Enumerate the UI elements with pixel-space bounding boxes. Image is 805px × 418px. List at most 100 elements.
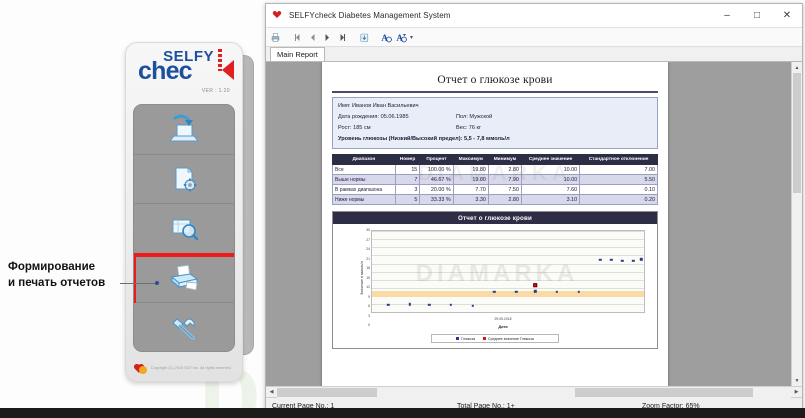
col-max: Максимум <box>452 153 489 166</box>
export-icon[interactable] <box>359 32 370 43</box>
cell-max: 3.30 <box>452 194 489 206</box>
chart-gridline <box>372 304 644 306</box>
table-row: Ниже нормы 5 33.33 % 3.30 2.80 3.10 0.20 <box>332 194 658 206</box>
logo-selfy-text: SELFY <box>163 48 214 65</box>
vertical-scroll-thumb[interactable] <box>793 73 801 193</box>
patient-name: Имя: Иванов Иван Васильевич <box>338 101 419 112</box>
patient-name-row: Имя: Иванов Иван Васильевич <box>338 101 653 112</box>
vertical-scroll-track[interactable] <box>792 73 802 375</box>
scroll-down-arrow-icon[interactable]: ▼ <box>792 375 802 386</box>
patient-weight-value: 76 кг <box>468 124 482 131</box>
cell-mean: 7.60 <box>520 184 581 196</box>
horizontal-scroll-thumb-secondary[interactable] <box>575 387 753 397</box>
cell-max: 19.80 <box>452 164 489 176</box>
statistics-table-body: Все 15 100.00 % 19.80 2.80 10.00 7.00 Вы… <box>332 164 658 206</box>
horizontal-scroll-thumb[interactable] <box>277 387 377 397</box>
chart-mean-point <box>533 283 537 287</box>
patient-weight-label: Вес: <box>456 124 468 131</box>
next-page-icon[interactable] <box>322 32 333 43</box>
last-page-icon[interactable] <box>337 32 348 43</box>
cell-number: 5 <box>394 194 421 206</box>
cell-range: Все <box>332 164 396 176</box>
svg-text:A: A <box>396 33 403 43</box>
window-titlebar: SELFYcheck Diabetes Management System – … <box>266 4 802 28</box>
legend-item-glucose: Глюкоза <box>456 337 475 341</box>
chart-legend: Глюкоза Среднее значение Глюкоза <box>431 334 559 344</box>
chart-data-point <box>387 303 390 306</box>
table-row: Все 15 100.00 % 19.80 2.80 10.00 7.00 <box>332 164 658 176</box>
chart-data-point <box>640 258 643 261</box>
print-icon[interactable] <box>270 32 281 43</box>
statistics-table: Диапазон Номер Процент Максимум Минимум … <box>332 153 658 206</box>
logo-red-triangle-icon <box>222 60 234 80</box>
cell-min: 7.90 <box>487 174 522 186</box>
legend-label-glucose: Глюкоза <box>461 336 475 341</box>
cell-number: 15 <box>394 164 421 176</box>
chart-plot-area <box>371 230 645 314</box>
chart-y-tick-label: 27 <box>366 237 370 242</box>
cell-range: Выше нормы <box>332 174 396 186</box>
logo-chec-text: chec <box>138 57 193 85</box>
chart-gridline <box>372 239 644 241</box>
sidebar-item-settings[interactable] <box>134 154 234 205</box>
sidebar-item-tools[interactable] <box>134 303 234 351</box>
chart-data-point <box>621 259 624 263</box>
patient-dob-sex-row: Дата рождения: 05.06.1985 Пол: Мужской <box>338 112 653 123</box>
copyright-block: Copyright (C) 2010 SGT Inc. All rights r… <box>133 358 235 378</box>
find-icon[interactable]: A <box>381 32 392 43</box>
report-page: DIAMARKA Отчет о глюкозе крови Имя: Иван… <box>322 62 668 386</box>
glucose-limits-text: Уровень глюкозы (Низкий/Высокий предел):… <box>338 135 510 142</box>
find-next-icon[interactable]: A <box>396 32 407 43</box>
previous-page-icon[interactable] <box>307 32 318 43</box>
legend-item-mean: Среднее значение Глюкоза <box>483 337 534 341</box>
tab-main-report[interactable]: Main Report <box>270 47 325 61</box>
copyright-text: Copyright (C) 2010 SGT Inc. All rights r… <box>151 365 232 370</box>
cell-percent: 20.00 % <box>419 184 454 196</box>
cell-min: 2.80 <box>487 164 522 176</box>
chart-data-point <box>493 290 496 294</box>
cell-stddev: 5.50 <box>579 174 658 186</box>
chart-data-point <box>599 258 602 261</box>
cell-range: Ниже нормы <box>332 194 396 206</box>
patient-height-label: Рост: <box>338 124 352 131</box>
close-button[interactable]: ✕ <box>782 10 792 21</box>
patient-sex-label: Пол: <box>456 113 468 120</box>
chevron-down-icon[interactable]: ▾ <box>410 34 414 41</box>
vertical-scrollbar[interactable]: ▲ ▼ <box>791 62 802 386</box>
scroll-up-arrow-icon[interactable]: ▲ <box>792 62 802 73</box>
col-percent: Процент <box>419 153 454 166</box>
horizontal-scroll-track[interactable] <box>277 386 791 398</box>
report-toolbar: A A ▾ <box>266 28 802 47</box>
sidebar-item-reports[interactable] <box>134 252 234 311</box>
minimize-button[interactable]: – <box>724 10 730 21</box>
chart-x-axis-label: Дата <box>498 324 508 330</box>
cell-mean: 10.00 <box>520 174 581 186</box>
sidebar-item-view-data[interactable] <box>134 204 234 254</box>
col-number: Номер <box>394 153 421 166</box>
chart-y-tick-label: 15 <box>366 275 370 280</box>
horizontal-scrollbar[interactable]: ◀ ▶ <box>266 386 802 398</box>
chart-gridline <box>372 271 644 273</box>
patient-dob-value: 05.06.1985 <box>380 113 409 120</box>
first-page-icon[interactable] <box>292 32 303 43</box>
scroll-left-arrow-icon[interactable]: ◀ <box>269 389 274 395</box>
maximize-button[interactable]: □ <box>753 10 761 21</box>
legend-swatch-mean-icon <box>483 337 486 341</box>
chart-data-point <box>408 303 412 306</box>
cell-percent: 33.33 % <box>419 194 454 206</box>
scroll-right-arrow-icon[interactable]: ▶ <box>794 389 799 395</box>
chart-data-point <box>449 303 453 306</box>
chart-y-tick-label: 0 <box>368 323 370 328</box>
chart-y-tick-label: 24 <box>366 247 370 252</box>
chart-data-point <box>610 258 613 262</box>
chart-target-range-band <box>372 291 644 298</box>
callout-endpoint-dot <box>155 281 159 285</box>
cell-min: 7.50 <box>487 184 522 196</box>
status-zoom-factor: Zoom Factor: 65% <box>642 402 700 410</box>
logo-version-label: VER : 1.20 <box>201 88 230 94</box>
selfycheck-logo: SELFY chec VER : 1.20 <box>132 48 236 96</box>
chart-y-tick-label: 30 <box>366 228 370 233</box>
sidebar-item-import-data[interactable] <box>134 105 234 155</box>
chart-data-point <box>631 259 635 262</box>
